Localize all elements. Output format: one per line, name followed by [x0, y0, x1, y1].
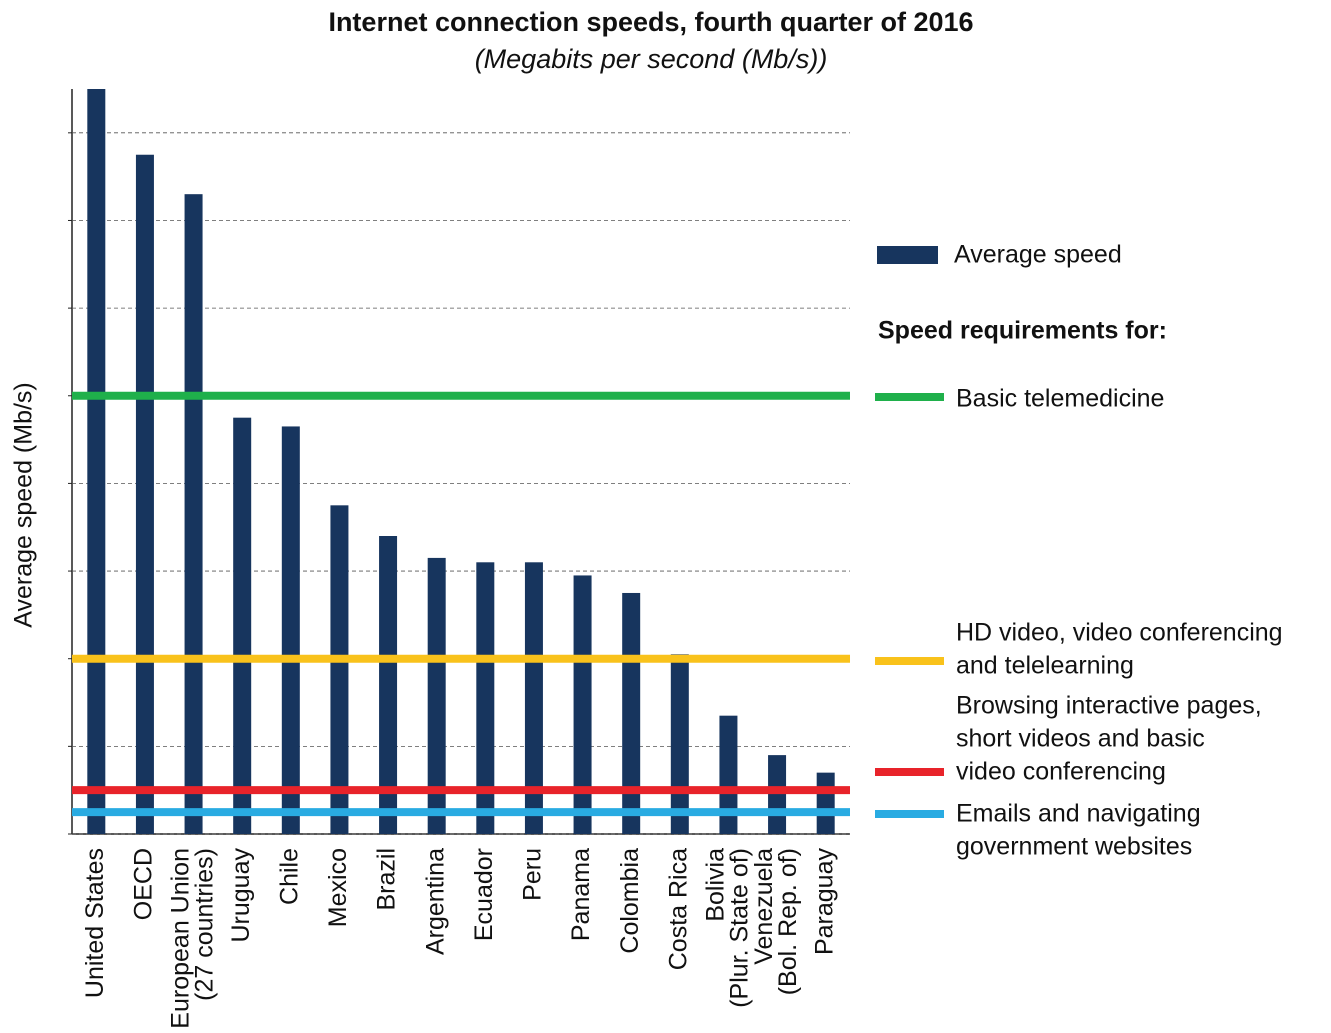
x-tick-label: Venezuela(Bol. Rep. of): [750, 848, 802, 995]
x-tick-label: Mexico: [324, 848, 352, 927]
legend-label: video conferencing: [956, 758, 1166, 786]
legend-label: Average speed: [954, 241, 1122, 269]
legend-label: HD video, video conferencing: [956, 619, 1283, 647]
bar: [135, 154, 154, 834]
bar: [427, 557, 446, 834]
legend-label: Browsing interactive pages,: [956, 692, 1262, 720]
x-tick-label: OECD: [130, 848, 158, 920]
bar: [379, 536, 398, 834]
legend-label: government websites: [956, 833, 1192, 861]
bar: [816, 772, 835, 834]
bar: [281, 426, 300, 834]
x-tick-label: Peru: [519, 848, 547, 901]
legend-heading: Speed requirements for:: [878, 317, 1167, 345]
bar: [330, 505, 349, 834]
x-tick-label: Brazil: [373, 848, 401, 911]
x-tick-label: Argentina: [421, 848, 449, 955]
bar: [476, 562, 495, 834]
x-tick-label: Costa Rica: [664, 848, 692, 970]
x-tick-label: Ecuador: [470, 848, 498, 941]
bar: [87, 89, 106, 834]
x-tick-label: Bolivia(Plur. State of): [701, 848, 753, 1008]
bar: [184, 194, 203, 835]
bar: [524, 562, 543, 834]
bar: [622, 592, 641, 834]
bar: [573, 575, 592, 834]
x-tick-label: Colombia: [616, 848, 644, 954]
bar: [233, 417, 252, 834]
chart-subtitle: (Megabits per second (Mb/s)): [475, 44, 828, 74]
x-tick-label: Uruguay: [227, 848, 255, 943]
x-tick-label: Chile: [275, 848, 303, 905]
x-tick-label: Paraguay: [810, 848, 838, 956]
chart-title: Internet connection speeds, fourth quart…: [328, 7, 973, 37]
x-tick-label: European Union(27 countries): [166, 848, 218, 1029]
bar: [768, 755, 787, 834]
legend-label: Emails and navigating: [956, 800, 1201, 828]
bar: [670, 654, 689, 834]
legend-label: Basic telemedicine: [956, 385, 1164, 413]
legend-label: and telelearning: [956, 652, 1134, 680]
bar: [719, 715, 738, 834]
legend-swatch: [877, 246, 938, 264]
legend-label: short videos and basic: [956, 725, 1205, 753]
x-tick-label: Panama: [567, 848, 595, 941]
x-tick-label: United States: [81, 848, 109, 998]
y-axis-label: Average speed (Mb/s): [10, 382, 38, 628]
